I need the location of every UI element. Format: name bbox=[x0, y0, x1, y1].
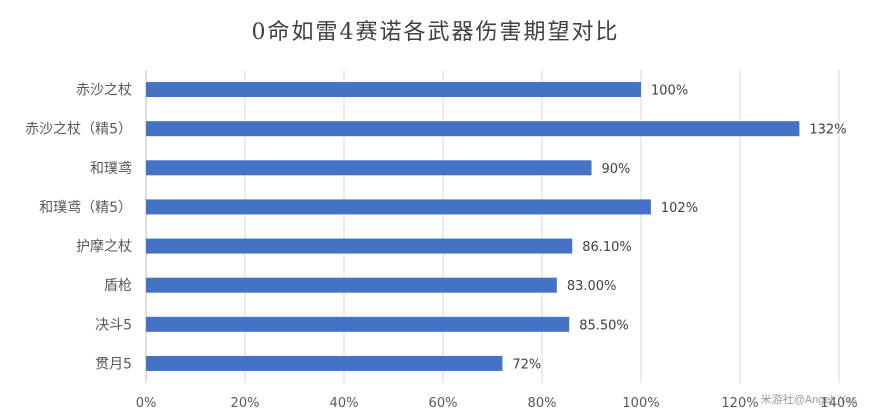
watermark: 米游社@Angel_Yes bbox=[760, 394, 857, 406]
x-tick-label: 60% bbox=[429, 396, 458, 411]
category-label: 赤沙之杖（精5） bbox=[25, 122, 132, 138]
data-label: 86.10% bbox=[582, 240, 632, 255]
labels: 0% 20% 40% 60% 80% 100% 120% 140% 赤沙之杖 100% 赤沙之杖（精… bbox=[25, 83, 858, 411]
x-tick-label: 100% bbox=[622, 396, 659, 411]
category-label: 护摩之杖 bbox=[76, 238, 132, 255]
bar bbox=[146, 199, 651, 215]
bar bbox=[146, 82, 641, 98]
bar bbox=[146, 238, 573, 254]
bar bbox=[146, 121, 800, 137]
data-label: 90% bbox=[602, 162, 631, 177]
category-label: 和璞鸢（精5） bbox=[39, 200, 132, 216]
category-label: 贯月5 bbox=[95, 356, 132, 372]
data-label: 132% bbox=[809, 123, 846, 138]
category-label: 和璞鸢 bbox=[90, 161, 132, 177]
data-label: 102% bbox=[661, 201, 698, 216]
x-tick-label: 120% bbox=[721, 396, 758, 411]
chart-title: 0命如雷4赛诺各武器伤害期望对比 bbox=[251, 20, 620, 45]
category-label: 盾枪 bbox=[104, 277, 132, 294]
x-tick-label: 140% bbox=[820, 396, 857, 411]
data-label: 72% bbox=[512, 357, 541, 372]
bar bbox=[146, 316, 570, 332]
x-tick-label: 80% bbox=[528, 396, 557, 411]
data-label: 83.00% bbox=[567, 279, 617, 294]
category-label: 赤沙之杖 bbox=[76, 83, 132, 99]
x-tick-label: 0% bbox=[136, 396, 157, 411]
bar bbox=[146, 355, 503, 371]
bar bbox=[146, 277, 557, 293]
gridlines bbox=[145, 70, 840, 383]
bar bbox=[146, 160, 592, 176]
category-label: 决斗5 bbox=[95, 317, 132, 333]
x-tick-label: 20% bbox=[231, 396, 260, 411]
x-tick-label: 40% bbox=[330, 396, 359, 411]
data-label: 85.50% bbox=[579, 318, 629, 333]
data-label: 100% bbox=[651, 84, 688, 99]
bars bbox=[146, 82, 800, 371]
